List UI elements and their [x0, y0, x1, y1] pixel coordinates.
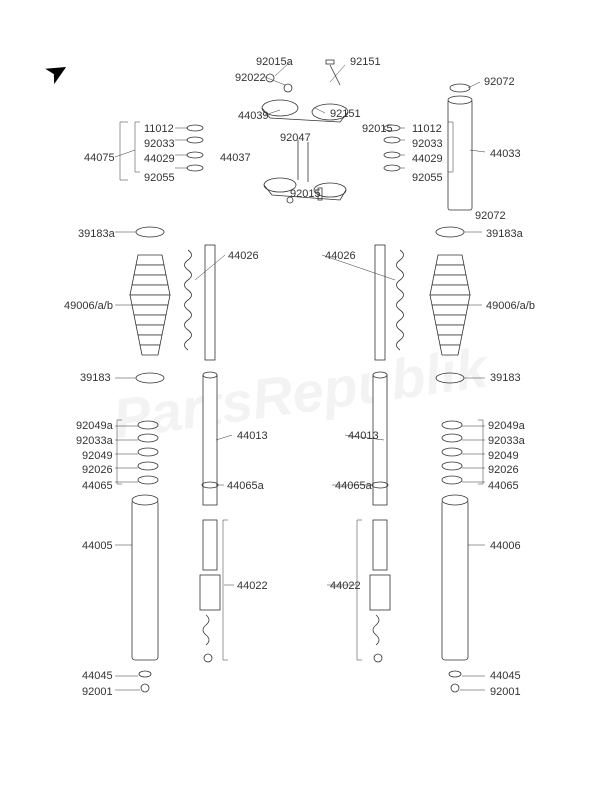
part-label: 92022 — [235, 72, 266, 84]
part-label: 39183a — [78, 228, 115, 240]
part-label: 92047 — [280, 132, 311, 144]
part-label: 92072 — [484, 76, 515, 88]
part-label: 92049a — [76, 420, 113, 432]
part-label: 39183 — [80, 372, 111, 384]
part-label: 44022 — [330, 580, 361, 592]
spring-right-icon — [397, 250, 404, 350]
part-label: 44039 — [238, 110, 269, 122]
part-label: 44026 — [325, 250, 356, 262]
part-label: 44065a — [335, 480, 372, 492]
part-label: 44029 — [144, 153, 175, 165]
part-label: 44029 — [412, 153, 443, 165]
part-label: 44013 — [348, 430, 379, 442]
left-lower-seal-stack-icon — [138, 421, 158, 484]
parts-diagram-svg — [0, 0, 600, 785]
part-label: 44006 — [490, 540, 521, 552]
part-label: 44045 — [490, 670, 521, 682]
outer-tube-right-icon — [442, 495, 468, 660]
part-label: 92033 — [412, 138, 443, 150]
clamp-left-top-icon — [136, 227, 164, 237]
outer-tube-left-icon — [132, 495, 158, 660]
part-label: 44005 — [82, 540, 113, 552]
clamp-right-top-icon — [436, 227, 464, 237]
clamp-left-bottom-icon — [136, 373, 164, 383]
fork-boot-right-icon — [430, 255, 470, 355]
damper-left-icon — [200, 520, 220, 662]
part-label: 92026 — [82, 464, 113, 476]
damper-right-icon — [370, 520, 390, 662]
left-seal-stack-icon — [187, 125, 203, 171]
part-label: 92033 — [144, 138, 175, 150]
part-label: 44065a — [227, 480, 264, 492]
part-label: 92015 — [362, 123, 393, 135]
part-label: 39183 — [490, 372, 521, 384]
part-label: 92015a — [256, 56, 293, 68]
inner-rod-left-icon — [205, 245, 215, 360]
diagram-container: PartsRepublik ➤ — [0, 0, 600, 785]
part-label: 11012 — [412, 123, 442, 135]
part-label: 92049 — [488, 450, 519, 462]
part-label: 44065 — [82, 480, 113, 492]
part-label: 92001 — [490, 686, 521, 698]
part-label: 49006/a/b — [64, 300, 113, 312]
part-label: 92055 — [412, 172, 443, 184]
part-label: 92026 — [488, 464, 519, 476]
part-label: 44033 — [490, 148, 521, 160]
part-label: 44026 — [228, 250, 259, 262]
part-label: 92001 — [82, 686, 113, 698]
fork-tube-left-icon — [203, 375, 217, 505]
bottom-bolt-right-icon — [449, 671, 461, 692]
clamp-right-bottom-icon — [436, 373, 464, 383]
bottom-bolt-left-icon — [139, 671, 151, 692]
part-label: 92033a — [488, 435, 525, 447]
part-label: 44065 — [488, 480, 519, 492]
part-label: 44037 — [220, 152, 251, 164]
part-label: 92049a — [488, 420, 525, 432]
part-label: 92072 — [475, 210, 506, 222]
fork-boot-left-icon — [130, 255, 170, 355]
part-label: 92033a — [76, 435, 113, 447]
part-label: 44013 — [237, 430, 268, 442]
right-lower-seal-stack-icon — [442, 421, 462, 484]
part-label: 44022 — [237, 580, 268, 592]
part-label: 49006/a/b — [486, 300, 535, 312]
spring-left-icon — [185, 250, 192, 350]
dust-cover-icon — [448, 96, 472, 210]
inner-rod-right-icon — [375, 245, 385, 360]
part-label: 39183a — [486, 228, 523, 240]
part-label: 92049 — [82, 450, 113, 462]
part-label: 92055 — [144, 172, 175, 184]
part-label: 92151 — [330, 108, 361, 120]
part-label: 92151 — [350, 56, 381, 68]
cap-top-icon — [450, 84, 470, 92]
part-label: 92015 — [290, 188, 321, 200]
part-label: 44075 — [84, 152, 115, 164]
part-label: 11012 — [144, 123, 174, 135]
part-label: 44045 — [82, 670, 113, 682]
